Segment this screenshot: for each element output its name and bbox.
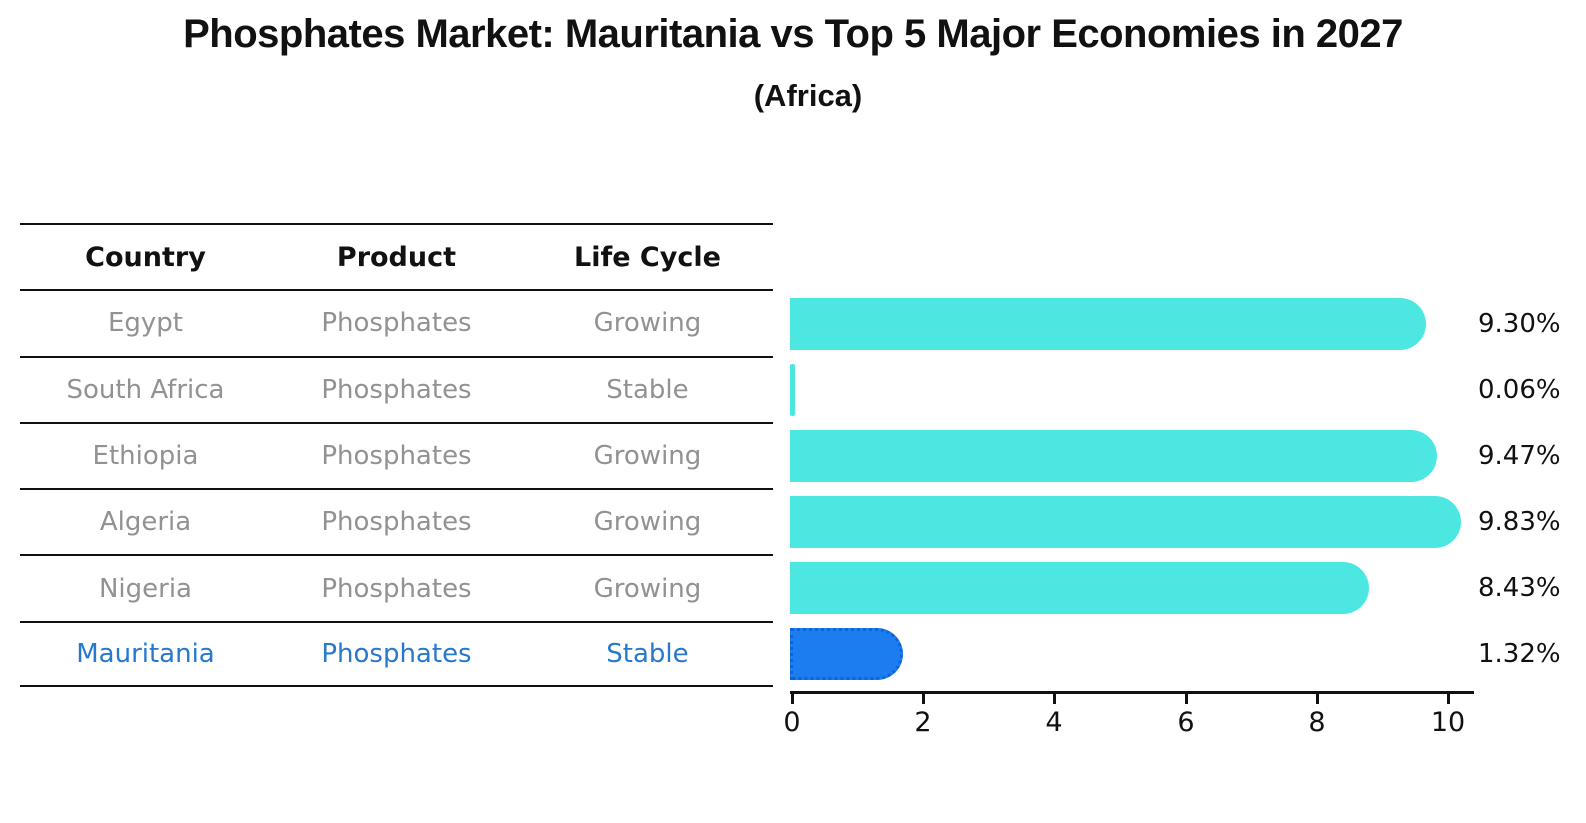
chart-title: Phosphates Market: Mauritania vs Top 5 M… (183, 12, 1403, 56)
bar-south-africa (790, 364, 795, 416)
cell-product: Phosphates (321, 441, 472, 472)
cell-country: Ethiopia (92, 441, 199, 472)
table-header-row: Country Product Life Cycle (20, 223, 773, 289)
x-tick-10 (1447, 694, 1450, 704)
bar-egypt (790, 298, 1426, 350)
country-table: Country Product Life Cycle Egypt Phospha… (20, 223, 773, 688)
chart-subtitle: (Africa) (753, 78, 863, 113)
cell-product: Phosphates (321, 507, 472, 538)
value-label-mauritania: 1.32% (1478, 639, 1561, 669)
x-tick-label-0: 0 (783, 707, 801, 738)
cell-country: Mauritania (76, 638, 215, 669)
bar-ethiopia (790, 430, 1437, 482)
cell-life-cycle: Growing (593, 308, 702, 339)
x-tick-label-4: 4 (1045, 707, 1063, 738)
column-header-country: Country (85, 241, 206, 273)
bar-algeria (790, 496, 1461, 548)
cell-product: Phosphates (321, 638, 472, 669)
cell-product: Phosphates (321, 573, 472, 604)
cell-country: Nigeria (98, 573, 192, 604)
x-tick-label-6: 6 (1177, 707, 1195, 738)
table-row-south-africa: South Africa Phosphates Stable (20, 355, 773, 422)
cell-life-cycle: Growing (593, 507, 702, 538)
cell-country: South Africa (66, 374, 225, 405)
x-tick-8 (1316, 694, 1319, 704)
bar-nigeria (790, 562, 1369, 614)
cell-life-cycle: Growing (593, 441, 702, 472)
value-label-south-africa: 0.06% (1478, 375, 1561, 405)
table-row-nigeria: Nigeria Phosphates Growing (20, 554, 773, 620)
cell-product: Phosphates (321, 374, 472, 405)
table-row-ethiopia: Ethiopia Phosphates Growing (20, 421, 773, 488)
x-tick-label-8: 8 (1308, 707, 1326, 738)
x-axis-line (790, 691, 1474, 694)
column-header-product: Product (336, 241, 457, 273)
cell-life-cycle: Growing (593, 573, 702, 604)
cell-country: Egypt (107, 308, 183, 339)
cell-country: Algeria (99, 507, 192, 538)
value-label-ethiopia: 9.47% (1478, 441, 1561, 471)
table-row-egypt: Egypt Phosphates Growing (20, 289, 773, 355)
x-tick-label-2: 2 (914, 707, 932, 738)
cell-life-cycle: Stable (606, 638, 689, 669)
table-row-mauritania: Mauritania Phosphates Stable (20, 620, 773, 688)
column-header-life-cycle: Life Cycle (574, 241, 721, 273)
cell-product: Phosphates (321, 308, 472, 339)
x-tick-4 (1053, 694, 1056, 704)
x-tick-label-10: 10 (1430, 707, 1466, 738)
table-row-algeria: Algeria Phosphates Growing (20, 488, 773, 554)
x-tick-2 (922, 694, 925, 704)
cell-life-cycle: Stable (606, 374, 689, 405)
value-label-egypt: 9.30% (1478, 309, 1561, 339)
value-label-algeria: 9.83% (1478, 507, 1561, 537)
x-tick-6 (1185, 694, 1188, 704)
bar-mauritania (790, 628, 903, 680)
value-label-nigeria: 8.43% (1478, 573, 1561, 603)
x-tick-0 (791, 694, 794, 704)
